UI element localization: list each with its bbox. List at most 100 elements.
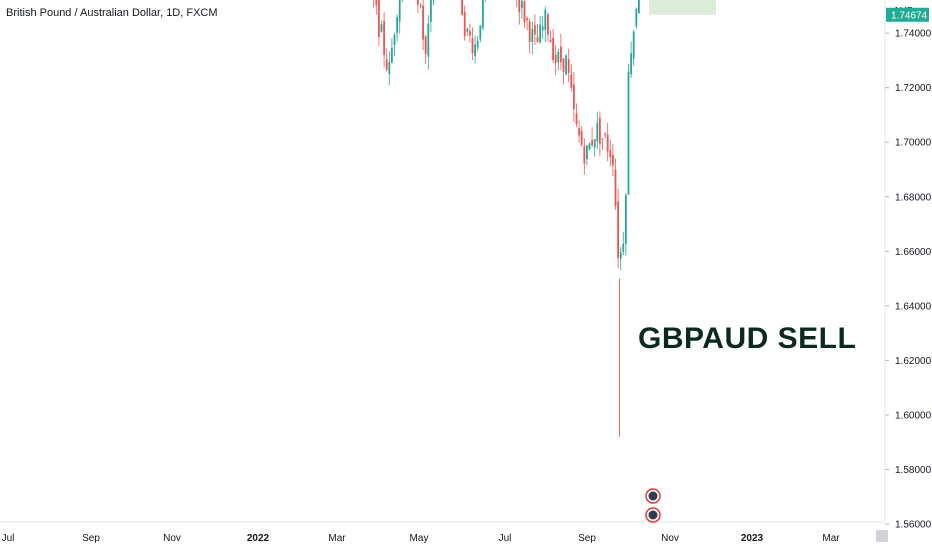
candle-body — [612, 154, 614, 166]
candle-body — [604, 134, 606, 136]
candle-body — [547, 14, 549, 35]
candle-body — [391, 47, 393, 63]
candle-body — [419, 5, 422, 7]
y-tick-label: 1.70000 — [895, 138, 932, 149]
price-label-text: 1.74674 — [891, 10, 928, 21]
candle-body — [482, 0, 484, 29]
x-tick-label: 2022 — [247, 533, 270, 544]
candle-body — [635, 8, 638, 27]
y-tick-label: 1.66000 — [895, 247, 932, 258]
candle-body — [531, 29, 534, 42]
y-tick-label: 1.64000 — [895, 301, 932, 312]
candle-body — [638, 0, 640, 14]
x-tick-label: Sep — [578, 533, 596, 544]
candle-body — [385, 59, 388, 70]
candle-body — [422, 5, 424, 40]
candle-body — [617, 201, 619, 258]
candle-body — [424, 36, 427, 55]
event-icon-core — [648, 491, 658, 501]
candle-body — [601, 138, 604, 140]
x-tick-label: Nov — [163, 533, 181, 544]
candle-body — [625, 195, 627, 245]
chart-corner — [876, 530, 888, 542]
y-tick-label: 1.72000 — [895, 83, 932, 94]
candle-body — [586, 145, 588, 160]
candle-body — [632, 31, 635, 59]
candle-body — [523, 1, 526, 23]
candle-body — [560, 46, 562, 63]
x-tick-label: 2023 — [741, 533, 764, 544]
x-tick-label: Sep — [82, 533, 100, 544]
candle-body — [599, 117, 601, 144]
candle-body — [614, 169, 617, 206]
candle-body — [417, 0, 419, 5]
candle-body — [396, 17, 398, 33]
candle-body — [544, 9, 547, 30]
x-tick-label: Nov — [661, 533, 679, 544]
x-tick-label: Jul — [499, 533, 512, 544]
candle-body — [375, 0, 378, 6]
candle-body — [578, 128, 580, 136]
candle-body — [596, 122, 599, 142]
candle-body — [388, 62, 391, 75]
candle-body — [479, 25, 482, 40]
trade-annotation: GBPAUD SELL — [638, 322, 857, 355]
candle-body — [380, 24, 383, 32]
price-label-target — [886, 7, 929, 22]
candle-body — [570, 74, 573, 88]
candle-body — [518, 0, 521, 13]
chart-title: British Pound / Australian Dollar, 1D, F… — [6, 7, 218, 19]
candle-body — [430, 0, 432, 22]
candle-body — [627, 71, 630, 195]
candle-body — [588, 143, 591, 150]
candle-body — [575, 113, 578, 125]
candle-body — [554, 54, 557, 63]
candle-body — [622, 243, 625, 252]
candle-body — [534, 25, 536, 35]
candle-body — [471, 38, 474, 54]
candle-body — [591, 140, 593, 146]
y-tick-label: 1.74000 — [895, 29, 932, 40]
candle-body — [619, 251, 622, 259]
candle-body — [393, 34, 396, 46]
candle-body — [466, 28, 469, 32]
candle-body — [476, 40, 479, 48]
x-tick-label: Mar — [328, 533, 346, 544]
candles — [373, 0, 640, 271]
candle-body — [528, 21, 531, 42]
candle-body — [557, 51, 560, 63]
candle-body — [593, 139, 596, 148]
y-tick-label: 1.58000 — [895, 465, 932, 476]
y-tick-label: 1.60000 — [895, 410, 932, 421]
candle-body — [541, 26, 544, 31]
event-icon-core — [648, 510, 658, 520]
candle-body — [539, 24, 541, 43]
candle-body — [378, 0, 380, 38]
candle-body — [580, 131, 583, 146]
candle-body — [461, 0, 463, 16]
candle-body — [536, 37, 539, 43]
take-profit-zone — [649, 0, 716, 15]
candle-body — [427, 23, 430, 57]
candle-body — [630, 53, 632, 75]
candle-body — [606, 134, 609, 152]
candle-body — [565, 55, 567, 75]
candle-body — [583, 146, 586, 164]
x-tick-label: Mar — [822, 533, 840, 544]
candle-body — [521, 0, 523, 9]
y-tick-label: 1.56000 — [895, 520, 932, 531]
x-tick-label: May — [410, 533, 429, 544]
x-tick-label: Jul — [2, 533, 15, 544]
candle-body — [573, 84, 575, 110]
y-tick-label: 1.68000 — [895, 192, 932, 203]
candle-body — [469, 31, 471, 36]
candle-body — [567, 59, 570, 73]
candle-body — [562, 58, 565, 72]
candle-body — [463, 11, 466, 37]
y-tick-label: 1.62000 — [895, 356, 932, 367]
candle-body — [398, 0, 401, 22]
candle-body — [552, 38, 554, 61]
candle-body — [549, 39, 552, 43]
candle-body — [383, 21, 385, 55]
